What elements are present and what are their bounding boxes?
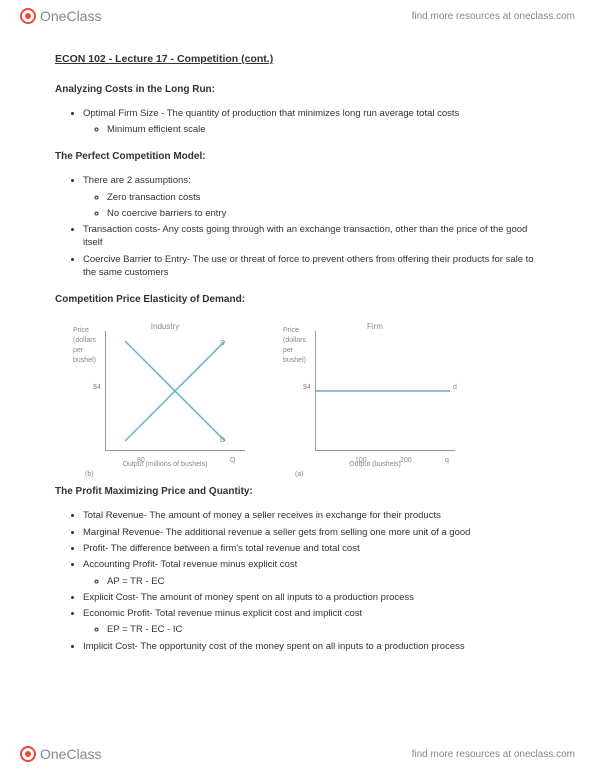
logo: OneClass (20, 8, 101, 24)
page-header: OneClass find more resources at oneclass… (0, 0, 595, 32)
demand-label: D (220, 436, 225, 446)
list-item: Zero transaction costs (107, 191, 540, 204)
logo-icon (20, 746, 36, 762)
list-item: Transaction costs- Any costs going throu… (83, 223, 540, 250)
industry-chart: Industry Price (dollars per bushel) $4 8… (75, 321, 255, 471)
logo: OneClass (20, 746, 101, 762)
bullet-list: There are 2 assumptions: Zero transactio… (55, 174, 540, 279)
x-axis-label: Output (bushels) (349, 460, 401, 470)
section-head: Competition Price Elasticity of Demand: (55, 293, 540, 307)
list-item: Minimum efficient scale (107, 123, 540, 136)
list-item: Marginal Revenue- The additional revenue… (83, 526, 540, 539)
list-item: Explicit Cost- The amount of money spent… (83, 591, 540, 604)
list-item: There are 2 assumptions: (83, 174, 540, 187)
chart-row: Industry Price (dollars per bushel) $4 8… (75, 321, 540, 471)
list-item: Accounting Profit- Total revenue minus e… (83, 558, 540, 571)
page-title: ECON 102 - Lecture 17 - Competition (con… (55, 52, 540, 67)
page-footer: OneClass find more resources at oneclass… (0, 738, 595, 770)
logo-icon (20, 8, 36, 24)
supply-label: S (220, 339, 225, 349)
list-item: Economic Profit- Total revenue minus exp… (83, 607, 540, 620)
list-item: Profit- The difference between a firm's … (83, 542, 540, 555)
list-item: AP = TR - EC (107, 575, 540, 588)
header-tagline: find more resources at oneclass.com (412, 11, 575, 22)
y-axis-label: Price (dollars per bushel) (283, 326, 313, 365)
section-head: The Profit Maximizing Price and Quantity… (55, 485, 540, 499)
section-head: The Perfect Competition Model: (55, 150, 540, 164)
list-item: EP = TR - EC - IC (107, 623, 540, 636)
sub-list: Zero transaction costs No coercive barri… (83, 191, 540, 221)
sub-list: EP = TR - EC - IC (83, 623, 540, 636)
sub-list: Minimum efficient scale (83, 123, 540, 136)
x-axis-letter: q (445, 456, 449, 466)
list-item: Implicit Cost- The opportunity cost of t… (83, 640, 540, 653)
logo-text: OneClass (40, 746, 101, 762)
x-tick: 200 (400, 456, 412, 466)
panel-letter: (b) (85, 470, 94, 480)
x-axis-letter: Q (230, 456, 235, 466)
chart-lines (105, 331, 245, 451)
list-item: No coercive barriers to entry (107, 207, 540, 220)
firm-chart: Firm Price (dollars per bushel) $4 100 2… (285, 321, 465, 471)
logo-text: OneClass (40, 8, 101, 24)
y-tick: $4 (93, 383, 101, 393)
sub-list: AP = TR - EC (83, 575, 540, 588)
bullet-list: Optimal Firm Size - The quantity of prod… (55, 107, 540, 137)
y-tick: $4 (303, 383, 311, 393)
chart-lines (315, 331, 455, 451)
list-item: Total Revenue- The amount of money a sel… (83, 509, 540, 522)
list-item: Optimal Firm Size - The quantity of prod… (83, 107, 540, 120)
section-head: Analyzing Costs in the Long Run: (55, 83, 540, 97)
demand-label: d (453, 383, 457, 393)
list-item: Coercive Barrier to Entry- The use or th… (83, 253, 540, 280)
bullet-list: Total Revenue- The amount of money a sel… (55, 509, 540, 653)
y-axis-label: Price (dollars per bushel) (73, 326, 103, 365)
panel-letter: (a) (295, 470, 304, 480)
x-axis-label: Output (millions of bushels) (123, 460, 208, 470)
document-content: ECON 102 - Lecture 17 - Competition (con… (0, 32, 595, 697)
footer-tagline: find more resources at oneclass.com (412, 749, 575, 760)
